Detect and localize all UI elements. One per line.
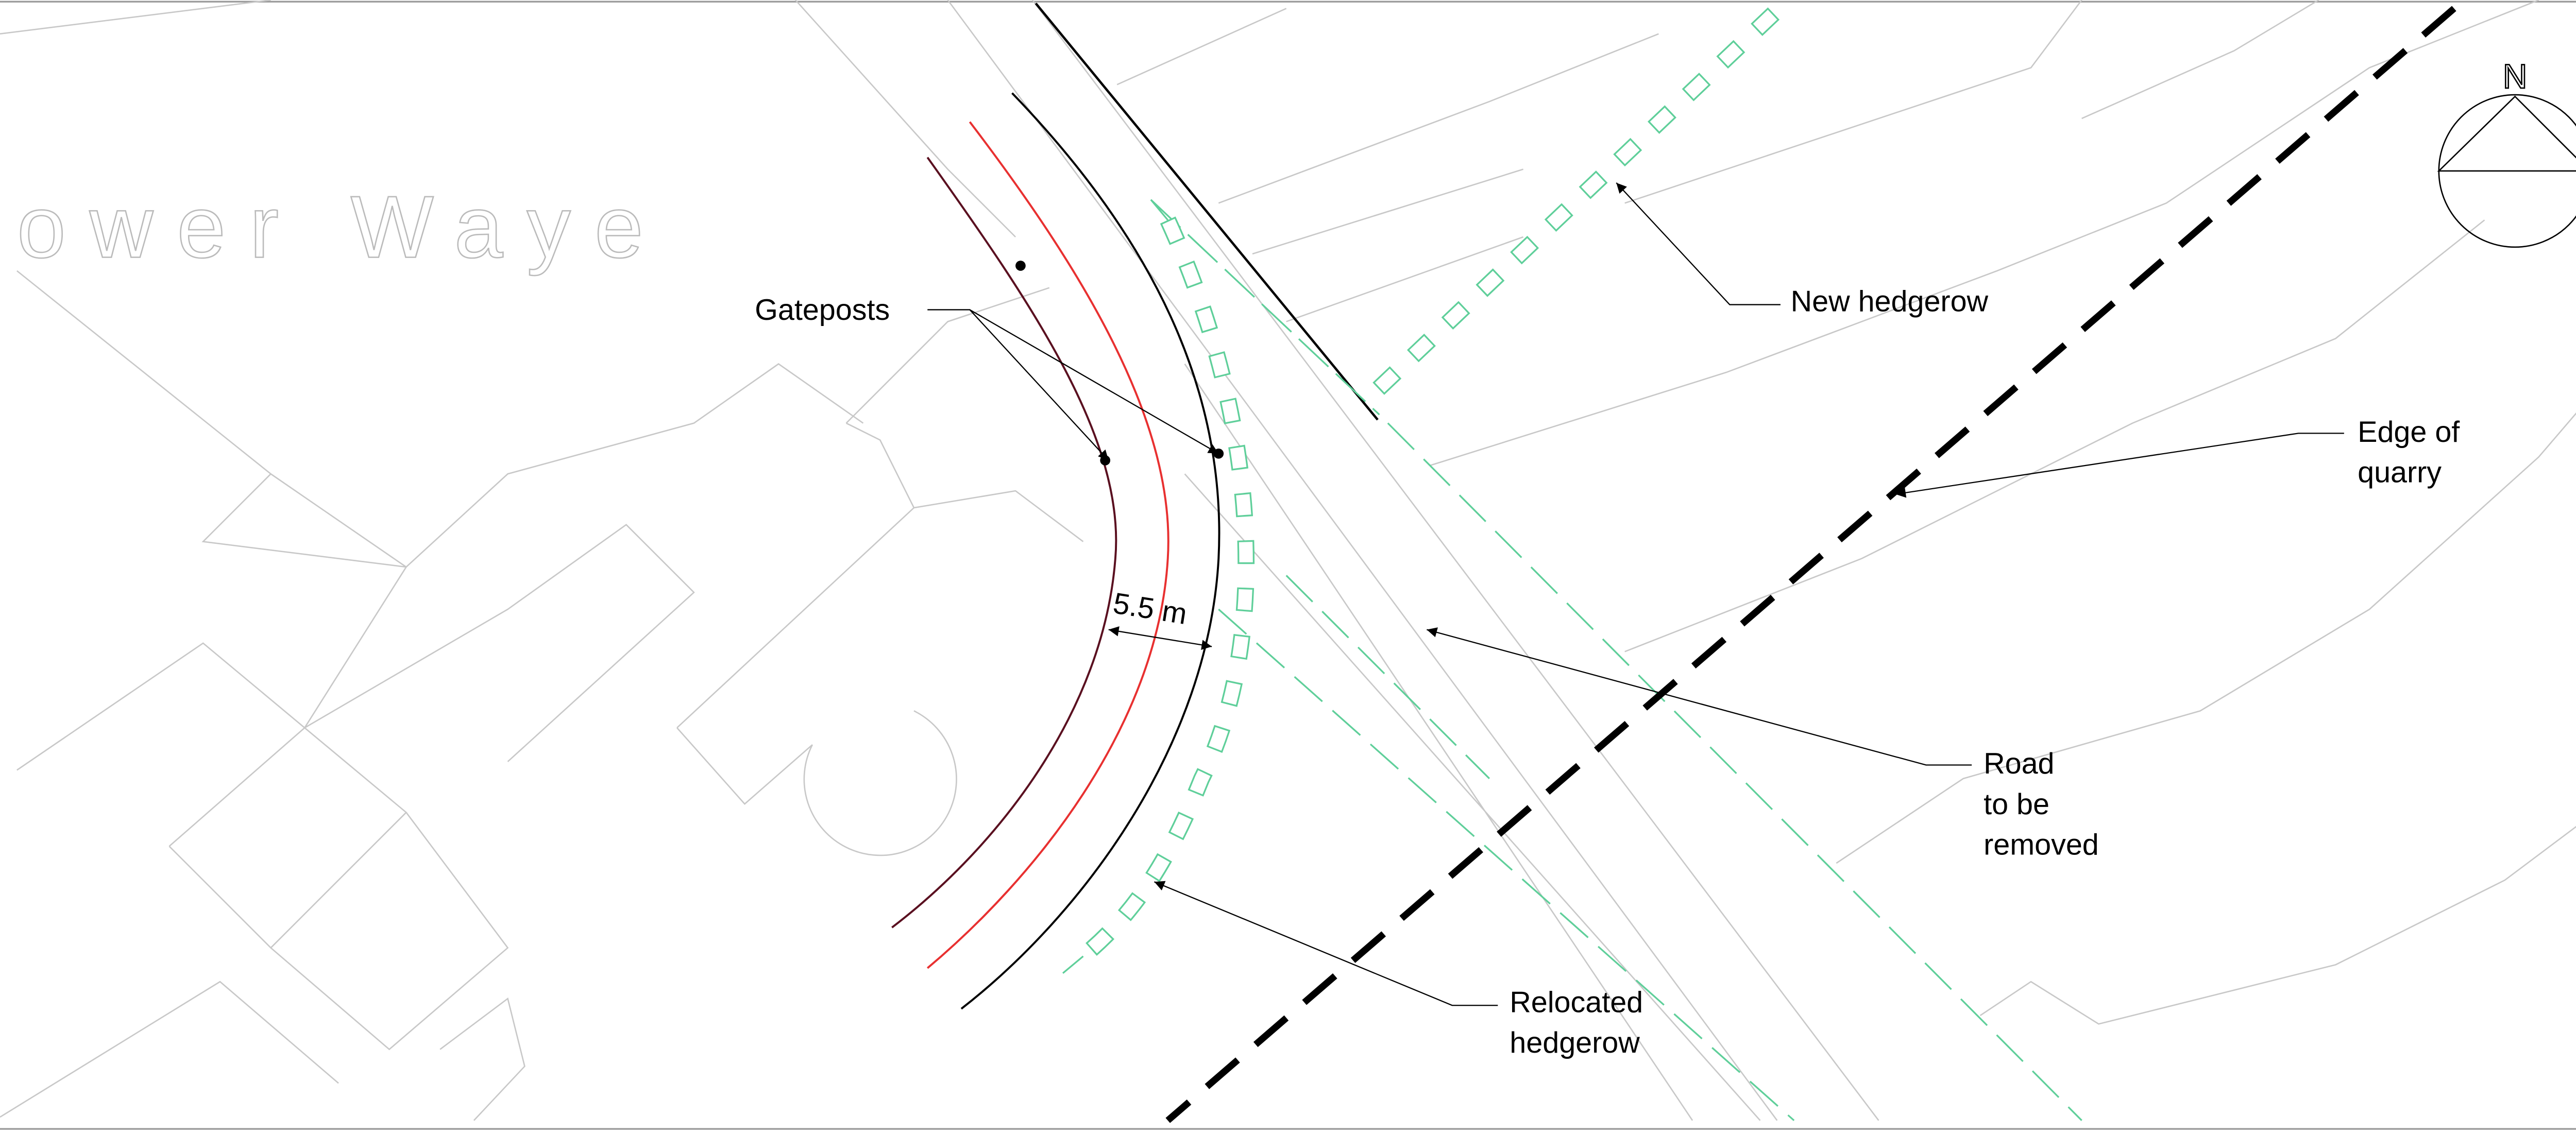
annotation-label: Relocated: [1510, 986, 1643, 1019]
annotation-label: Edge of: [2358, 416, 2460, 449]
street-name: ower Waye: [17, 178, 667, 277]
quarry-edge: [1165, 6, 2456, 1123]
north-arrow: N: [2437, 57, 2576, 248]
green-linework: [1062, 7, 2082, 1121]
annotation-label: New hedgerow: [1791, 285, 1989, 318]
annotation-label: hedgerow: [1510, 1026, 1640, 1059]
annotation-label: Gateposts: [755, 294, 890, 327]
annotation-label: quarry: [2358, 456, 2442, 489]
annotations: [927, 182, 2344, 1006]
annotation-label: Road: [1984, 747, 2054, 780]
annotation-label: removed: [1984, 829, 2099, 862]
annotation-label: to be: [1984, 788, 2049, 821]
new-road: [891, 92, 1221, 1010]
north-label: N: [2503, 58, 2527, 95]
labels: Gateposts New hedgerow Edge of quarry Road to…: [755, 285, 2460, 1060]
